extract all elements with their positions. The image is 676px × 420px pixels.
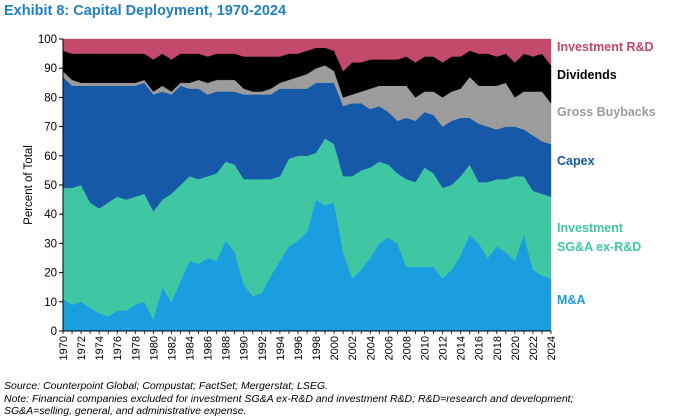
x-tick-label: 1978 [130,336,142,360]
legend: M&A Investment SG&A ex-R&D Capex Gross Buyba… [557,40,656,307]
x-tick-label: 1998 [311,336,323,360]
x-tick-label: 1984 [185,336,197,360]
legend-label-capex: Capex [557,154,595,168]
x-tick-label: 2002 [347,336,359,360]
legend-label-dividends: Dividends [557,68,617,82]
y-tick-label: 60 [44,151,57,163]
y-tick-label: 20 [44,268,57,280]
legend-label-gross-buybacks: Gross Buybacks [557,105,656,119]
x-tick-label: 2024 [546,336,558,360]
legend-label-investment-r-d: Investment R&D [557,40,654,54]
x-tick-label: 1972 [76,336,88,360]
y-tick-label: 90 [44,63,57,75]
x-tick-label: 2014 [456,336,468,360]
y-axis-label: Percent of Total [23,145,35,225]
footnotes: Source: Counterpoint Global; Compustat; … [4,380,672,418]
source-note: Source: Counterpoint Global; Compustat; … [4,380,328,392]
y-tick-label: 0 [51,326,57,338]
x-tick-label: 2006 [383,336,395,360]
y-tick-label: 30 [44,238,57,250]
note-line-2: SG&A=selling, general, and administrativ… [4,405,247,417]
x-tick-label: 2012 [438,336,450,360]
y-tick-label: 50 [44,180,57,192]
x-tick-label: 2004 [365,336,377,360]
x-tick-label: 1980 [148,336,160,360]
x-tick-label: 2008 [401,336,413,360]
note-line-1: Note: Financial companies excluded for i… [4,392,574,405]
y-axis: 0 10 20 30 40 50 60 70 80 90 100 [38,34,64,338]
y-tick-label: 70 [44,122,57,134]
page-title: Exhibit 8: Capital Deployment, 1970-2024 [4,3,287,19]
x-tick-label: 2020 [510,336,522,360]
legend-label-m-a: M&A [557,293,585,307]
x-tick-label: 2016 [474,336,486,360]
y-tick-label: 40 [44,209,57,221]
x-tick-label: 2018 [492,336,504,360]
plot-areas [62,38,552,332]
x-tick-label: 1974 [94,336,106,360]
x-tick-label: 1970 [58,336,70,360]
x-tick-label: 1986 [203,336,215,360]
x-tick-label: 1988 [221,336,233,360]
y-tick-label: 80 [44,92,57,104]
x-tick-label: 1976 [112,336,124,360]
x-tick-label: 1992 [257,336,269,360]
x-tick-label: 1996 [293,336,305,360]
area-investment-r-d [62,38,552,72]
x-tick-label: 2022 [528,336,540,360]
y-tick-label: 10 [44,297,57,309]
x-tick-label: 1994 [275,336,287,360]
x-tick-label: 2000 [329,336,341,360]
legend-label-investment-sg-a-ex-r-d: Investment SG&A ex-R&D [557,221,641,254]
y-tick-label: 100 [38,34,57,46]
x-axis: 1970 1972 1974 1976 1978 1980 1982 1984 1986 1988… [58,330,558,360]
x-tick-label: 1990 [239,336,251,360]
x-tick-label: 1982 [166,336,178,360]
x-tick-label: 2010 [419,336,431,360]
